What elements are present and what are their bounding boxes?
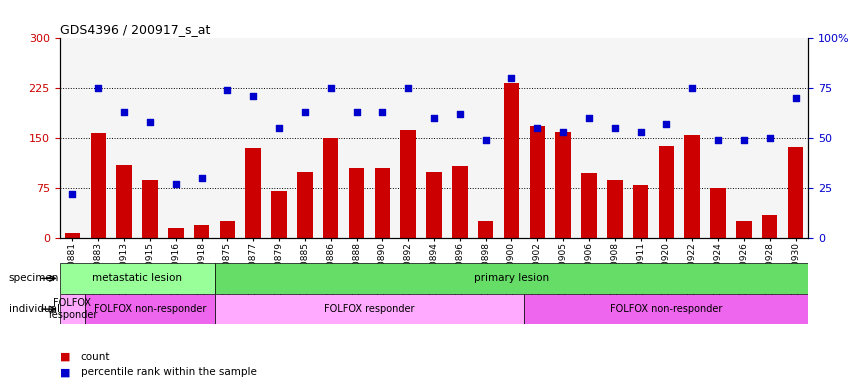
Text: primary lesion: primary lesion (474, 273, 549, 283)
Bar (90, 133, 106, 238)
FancyBboxPatch shape (214, 263, 808, 294)
Bar (633, 185, 648, 238)
Point (608, 125, 621, 131)
Point (530, 125, 544, 131)
Text: specimen: specimen (9, 273, 59, 283)
Bar (788, 147, 803, 238)
Point (634, 129, 648, 135)
Bar (401, 129, 416, 238)
Point (762, 135, 776, 141)
Point (582, 115, 596, 121)
Text: ■: ■ (60, 367, 70, 377)
Bar (556, 132, 571, 238)
Point (66, 191, 79, 197)
Bar (323, 138, 339, 238)
Text: percentile rank within the sample: percentile rank within the sample (81, 367, 257, 377)
Point (737, 137, 751, 143)
Point (117, 109, 131, 115)
Bar (194, 225, 209, 238)
FancyBboxPatch shape (60, 294, 85, 324)
Bar (220, 222, 235, 238)
Point (324, 85, 338, 91)
Point (402, 85, 415, 91)
Bar (245, 148, 261, 238)
Point (711, 137, 725, 143)
Point (660, 121, 673, 127)
Point (479, 137, 493, 143)
Point (427, 115, 441, 121)
Bar (297, 172, 312, 238)
Bar (736, 222, 751, 238)
FancyBboxPatch shape (60, 263, 214, 294)
Point (220, 87, 234, 93)
Text: FOLFOX non-responder: FOLFOX non-responder (610, 304, 722, 314)
Bar (711, 188, 726, 238)
FancyBboxPatch shape (85, 294, 214, 324)
Bar (478, 222, 494, 238)
FancyBboxPatch shape (214, 294, 524, 324)
Point (789, 95, 802, 101)
Point (169, 181, 183, 187)
Point (195, 175, 208, 181)
Bar (117, 165, 132, 238)
Point (143, 119, 157, 125)
Bar (607, 179, 623, 238)
Text: metastatic lesion: metastatic lesion (92, 273, 182, 283)
Point (272, 125, 286, 131)
Point (453, 111, 466, 118)
Text: GDS4396 / 200917_s_at: GDS4396 / 200917_s_at (60, 23, 210, 36)
Bar (426, 172, 442, 238)
Point (92, 85, 106, 91)
Bar (168, 228, 184, 238)
Bar (65, 233, 80, 238)
Point (505, 75, 518, 81)
Point (350, 109, 363, 115)
Text: FOLFOX responder: FOLFOX responder (324, 304, 414, 314)
Text: FOLFOX
responder: FOLFOX responder (48, 298, 97, 320)
Bar (659, 146, 674, 238)
Text: individual: individual (9, 304, 60, 314)
Bar (142, 179, 157, 238)
Point (685, 85, 699, 91)
Point (557, 129, 570, 135)
Text: FOLFOX non-responder: FOLFOX non-responder (94, 304, 206, 314)
Point (375, 109, 389, 115)
Bar (452, 166, 467, 238)
Bar (504, 83, 519, 238)
Bar (349, 168, 364, 238)
Text: count: count (81, 352, 111, 362)
Text: ■: ■ (60, 352, 70, 362)
Point (298, 109, 311, 115)
Bar (374, 168, 390, 238)
Bar (762, 215, 778, 238)
Bar (581, 173, 597, 238)
Bar (271, 192, 287, 238)
Bar (684, 135, 700, 238)
Bar (529, 126, 545, 238)
FancyBboxPatch shape (524, 294, 808, 324)
Point (247, 93, 260, 99)
